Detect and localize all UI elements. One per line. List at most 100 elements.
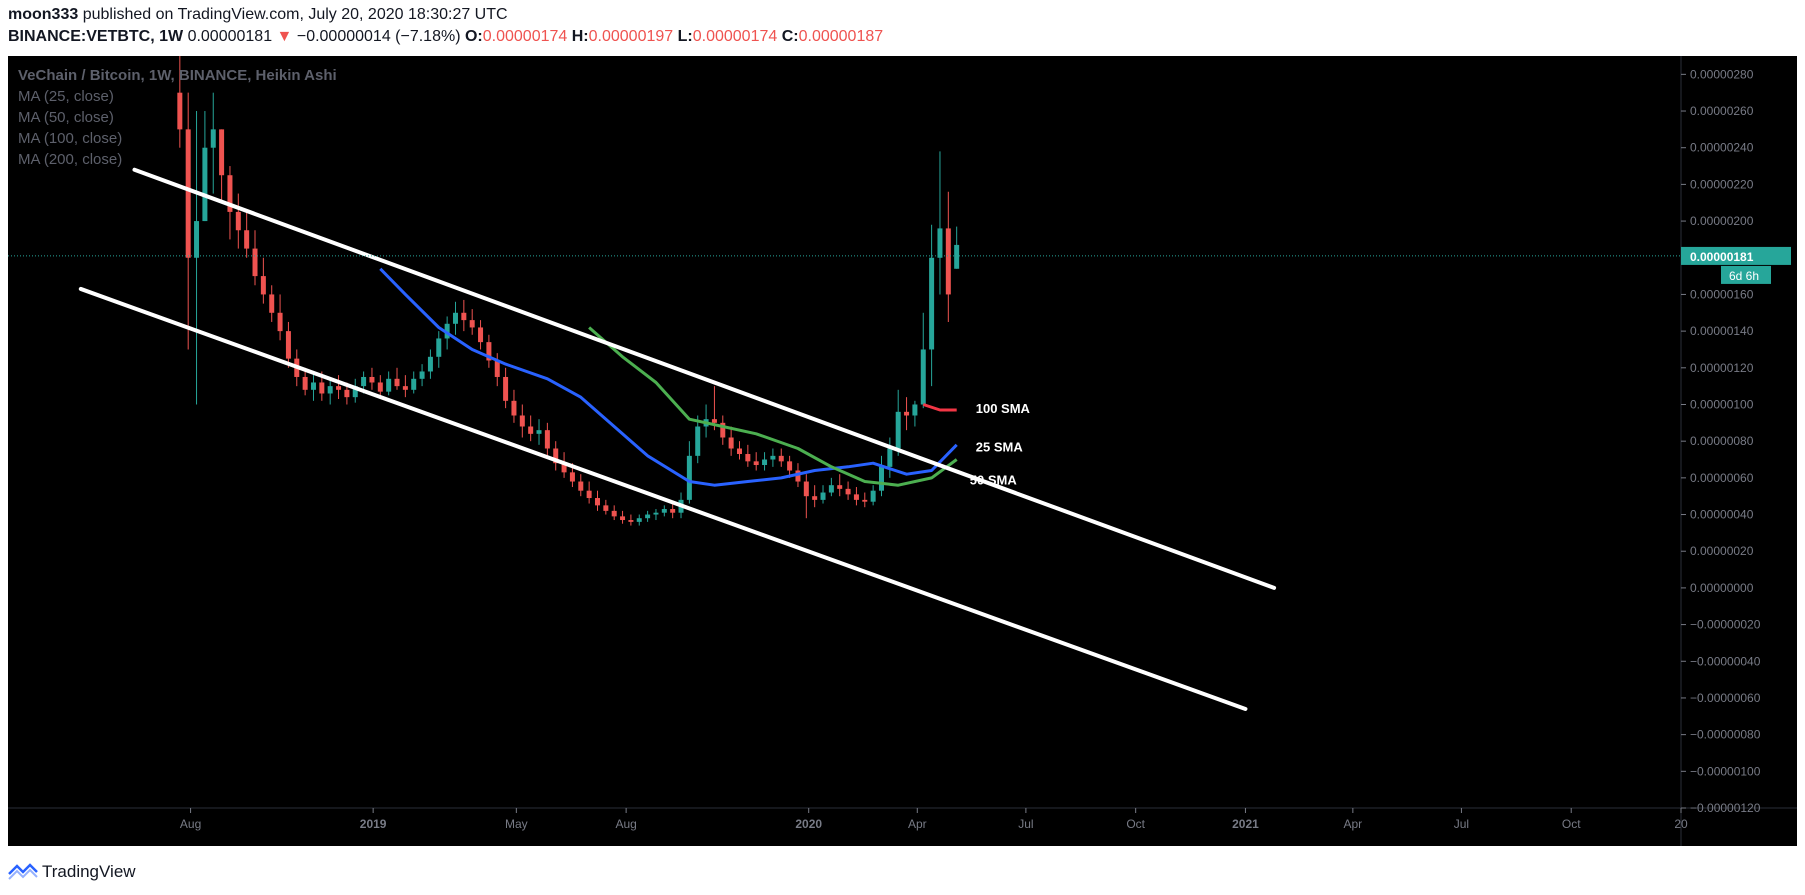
candle-body[interactable] — [837, 485, 843, 489]
lower-channel-line[interactable] — [78, 286, 1248, 711]
candle-body[interactable] — [620, 516, 626, 521]
candle-body[interactable] — [386, 378, 392, 392]
sma-annotation-label[interactable]: 100 SMA — [976, 401, 1031, 416]
candle-body[interactable] — [862, 499, 868, 502]
candle-body[interactable] — [177, 92, 183, 130]
candle-body[interactable] — [653, 512, 659, 515]
ma100-line[interactable] — [922, 403, 957, 412]
candle-body[interactable] — [670, 509, 676, 513]
price-axis[interactable]: 0.00000280 0.00000260 0.00000240 0.00000220… — [1681, 67, 1761, 815]
candle-body[interactable] — [803, 481, 809, 497]
candle-body[interactable] — [352, 386, 358, 398]
candle-body[interactable] — [628, 520, 634, 522]
candle-body[interactable] — [469, 320, 475, 328]
candle-body[interactable] — [436, 338, 442, 357]
candle-body[interactable] — [787, 461, 793, 471]
legend-ma25[interactable]: MA (25, close) — [18, 88, 114, 105]
legend-ma100[interactable]: MA (100, close) — [18, 130, 122, 147]
candle-body[interactable] — [553, 448, 559, 464]
candle-body[interactable] — [920, 349, 926, 405]
candle-body[interactable] — [887, 448, 893, 467]
ma25-line[interactable] — [379, 267, 958, 487]
candle-body[interactable] — [853, 494, 859, 500]
candle-body[interactable] — [544, 430, 550, 449]
candle-body[interactable] — [260, 276, 266, 295]
candle-body[interactable] — [494, 360, 500, 377]
candle-body[interactable] — [202, 147, 208, 222]
sma-annotation-label[interactable]: 25 SMA — [976, 440, 1024, 455]
candle-body[interactable] — [762, 459, 768, 466]
candle-body[interactable] — [770, 455, 776, 460]
candle-body[interactable] — [235, 211, 241, 231]
candle-body[interactable] — [244, 230, 250, 249]
candle-body[interactable] — [302, 376, 308, 390]
candle-body[interactable] — [929, 257, 935, 350]
candle-body[interactable] — [402, 386, 408, 390]
candle-body[interactable] — [419, 371, 425, 379]
candle-body[interactable] — [870, 490, 876, 502]
candle-body[interactable] — [361, 376, 367, 387]
candle-body[interactable] — [661, 509, 667, 513]
candle-body[interactable] — [269, 294, 275, 313]
candle-body[interactable] — [795, 470, 801, 482]
candle-body[interactable] — [394, 378, 400, 387]
candle-body[interactable] — [954, 244, 960, 269]
candle-body[interactable] — [636, 518, 642, 522]
candle-body[interactable] — [285, 331, 291, 359]
candle-body[interactable] — [611, 510, 617, 517]
candle-body[interactable] — [720, 422, 726, 438]
candle-body[interactable] — [210, 129, 216, 148]
candle-body[interactable] — [511, 400, 517, 416]
candle-body[interactable] — [904, 411, 910, 416]
candle-body[interactable] — [194, 221, 200, 258]
candle-body[interactable] — [461, 312, 467, 321]
candle-body[interactable] — [745, 454, 751, 462]
candle-body[interactable] — [185, 129, 191, 258]
candle-body[interactable] — [310, 382, 316, 390]
candle-body[interactable] — [427, 356, 433, 372]
candle-body[interactable] — [227, 175, 233, 212]
candle-body[interactable] — [219, 129, 225, 176]
candle-body[interactable] — [277, 312, 283, 332]
candle-body[interactable] — [594, 498, 600, 506]
author-name[interactable]: moon333 — [8, 6, 79, 23]
candle-body[interactable] — [736, 448, 742, 455]
candle-body[interactable] — [895, 411, 901, 449]
candle-body[interactable] — [528, 426, 534, 434]
candle-body[interactable] — [561, 463, 567, 473]
price-chart[interactable]: 0.00000280 0.00000260 0.00000240 0.00000220… — [8, 56, 1797, 846]
candle-body[interactable] — [695, 426, 701, 456]
ma50-line[interactable] — [588, 326, 958, 487]
candle-body[interactable] — [569, 472, 575, 482]
candle-body[interactable] — [728, 437, 734, 449]
candle-body[interactable] — [686, 455, 692, 500]
tradingview-brand[interactable]: TradingView — [42, 862, 136, 881]
candle-body[interactable] — [369, 376, 375, 383]
candle-body[interactable] — [503, 376, 509, 401]
candle-body[interactable] — [344, 389, 350, 398]
candle-body[interactable] — [444, 323, 450, 339]
legend-ma200[interactable]: MA (200, close) — [18, 151, 122, 168]
candle-body[interactable] — [828, 485, 834, 493]
candle-body[interactable] — [252, 248, 258, 277]
upper-channel-line[interactable] — [132, 167, 1277, 590]
candle-body[interactable] — [603, 505, 609, 511]
candle-body[interactable] — [912, 404, 918, 416]
candle-body[interactable] — [820, 492, 826, 500]
time-axis[interactable]: Aug 2019 May Aug 2020 Apr Jul Oct 2021 Apr Jul Oct 2… — [180, 808, 1688, 831]
candle-body[interactable] — [336, 386, 342, 390]
candle-body[interactable] — [812, 496, 818, 500]
chart-area[interactable]: 0.00000280 0.00000260 0.00000240 0.00000220… — [8, 56, 1797, 846]
candle-body[interactable] — [778, 455, 784, 462]
candle-body[interactable] — [478, 327, 484, 343]
candle-body[interactable] — [645, 514, 651, 519]
candle-body[interactable] — [753, 461, 759, 466]
candle-body[interactable] — [845, 488, 851, 495]
candle-body[interactable] — [377, 382, 383, 392]
legend-ma50[interactable]: MA (50, close) — [18, 109, 114, 126]
sma-annotation-label[interactable]: 50 SMA — [970, 473, 1018, 488]
candle-body[interactable] — [586, 490, 592, 499]
candle-body[interactable] — [945, 228, 951, 295]
candle-body[interactable] — [411, 378, 417, 390]
candle-body[interactable] — [878, 466, 884, 491]
